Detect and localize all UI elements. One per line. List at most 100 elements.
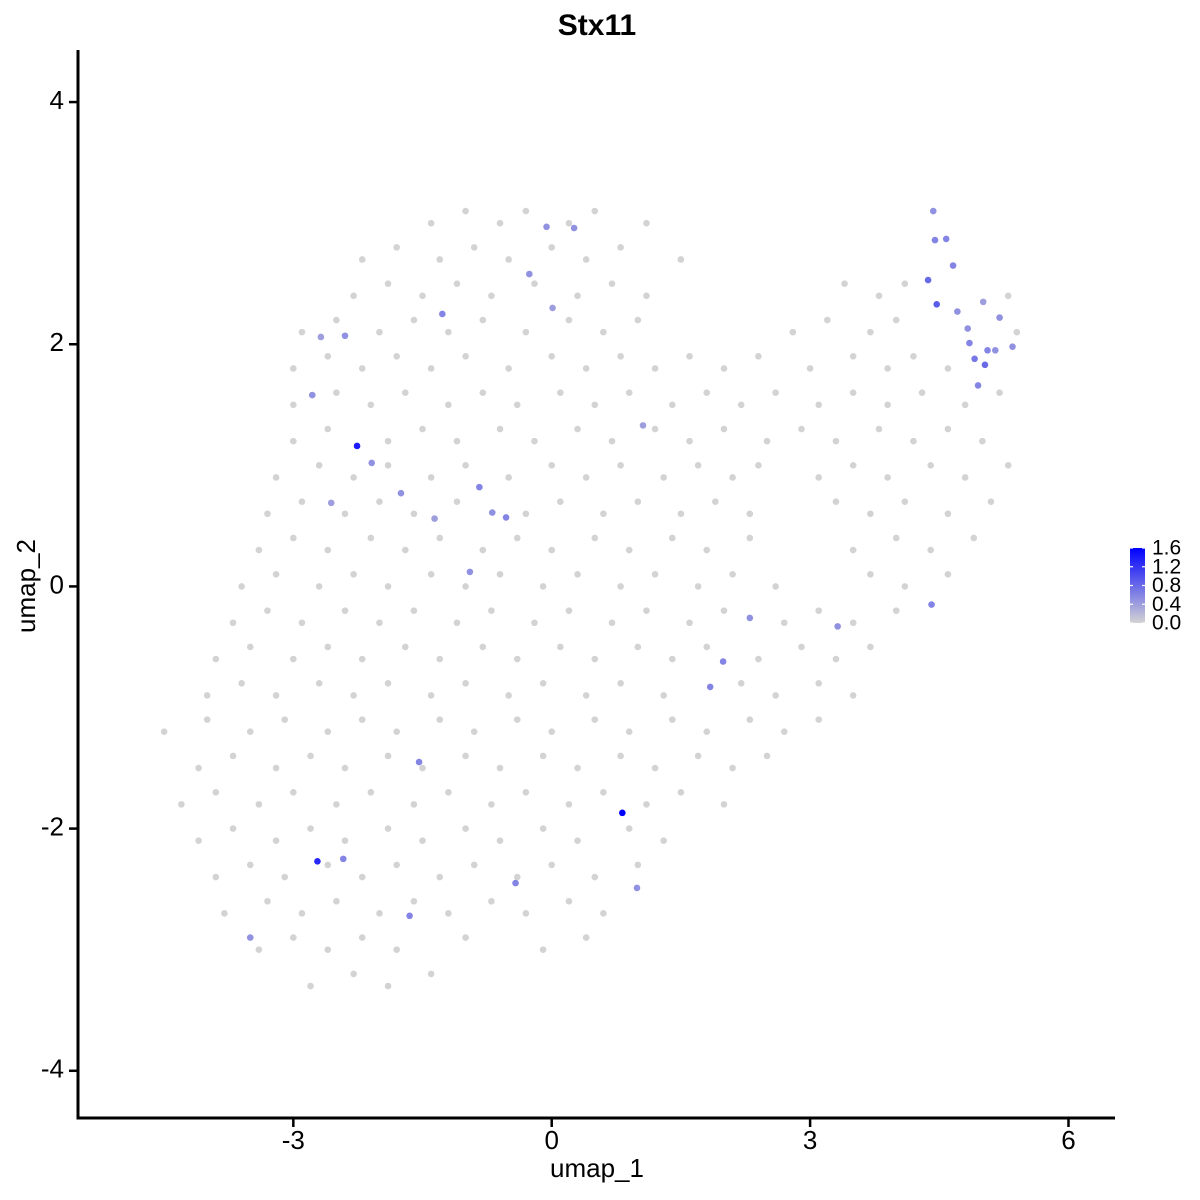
cell-point [367,534,375,542]
cell-point [445,328,452,336]
cell-point [272,692,280,699]
cell-point [290,655,297,663]
cell-point [746,614,754,622]
cell-point [462,679,469,687]
cell-point [333,897,340,905]
cell-point [339,855,347,863]
cell-point [954,308,961,315]
cell-point [264,607,271,614]
cell-point [824,316,831,324]
cell-point [522,328,530,336]
cell-point [384,679,392,687]
cell-point [384,982,392,990]
cell-point [974,382,982,389]
cell-point [445,910,452,917]
cell-point [755,353,762,360]
cell-point [643,292,650,300]
cell-point [419,292,426,300]
cell-point [462,353,469,360]
cell-point [619,809,626,817]
cell-point [488,801,495,808]
cell-point [453,498,461,505]
cell-point [964,325,972,332]
cell-point [341,607,349,614]
cell-point [633,884,641,892]
cell-point [660,474,667,481]
cell-point [1004,292,1012,300]
colorbar-tick-label: 0.0 [1152,612,1181,635]
cell-point [884,474,891,481]
cell-point [281,716,289,723]
cell-point [419,764,426,772]
cell-point [910,353,917,360]
cell-point [1009,343,1016,350]
cell-point [574,764,581,772]
cell-point [729,474,736,481]
cell-point [246,728,254,736]
cell-point [238,583,245,590]
colorbar-tick-label: 1.6 [1152,537,1181,560]
cell-point [746,510,754,518]
cell-point [694,583,702,590]
cell-point [677,788,685,796]
cell-point [436,655,444,663]
cell-point [910,437,917,445]
cell-point [548,861,556,869]
cell-point [272,474,280,481]
cell-point [772,692,779,699]
cell-point [358,365,366,372]
cell-point [298,328,306,336]
colorbar-tick-label: 0.8 [1152,574,1181,597]
cell-point [221,910,228,917]
cell-point [410,510,418,518]
cell-point [376,328,383,336]
cell-point [479,316,487,324]
cell-point [634,861,642,869]
cell-point [384,437,392,445]
cell-point [307,982,314,990]
cell-point [160,728,168,736]
cell-point [703,389,711,396]
cell-point [410,801,418,808]
cell-point [660,692,667,699]
cell-point [401,546,409,554]
cell-point [358,934,366,941]
cell-point [548,462,556,469]
cell-point [401,389,409,396]
cell-point [384,752,392,760]
cell-point [522,207,530,215]
cell-point [531,437,538,445]
cell-point [892,316,900,324]
cell-point [617,583,624,590]
cell-point [832,437,840,445]
cell-point [307,825,314,832]
cell-point [565,801,573,808]
cell-point [737,679,745,687]
y-tick-label: 4 [50,85,64,115]
cell-point [350,571,357,578]
cell-point [436,534,444,542]
cell-point [238,679,245,687]
cell-point [892,607,900,614]
cell-point [608,437,616,445]
cell-point [324,728,332,736]
cell-point [513,534,521,542]
cell-point [686,619,693,627]
cell-point [488,509,496,516]
cell-point [272,837,280,845]
cell-point [513,716,521,723]
cell-point [806,365,814,372]
cell-point [849,462,857,469]
cell-point [634,643,642,651]
cell-point [341,837,349,845]
cell-point [368,459,376,467]
cell-point [246,643,254,651]
cell-point [591,716,599,723]
cell-point [406,912,413,920]
cell-point [496,571,504,578]
cell-point [677,510,685,518]
cell-point [488,292,495,300]
cell-point [255,546,263,554]
cell-point [290,401,297,409]
cell-point [643,219,650,227]
